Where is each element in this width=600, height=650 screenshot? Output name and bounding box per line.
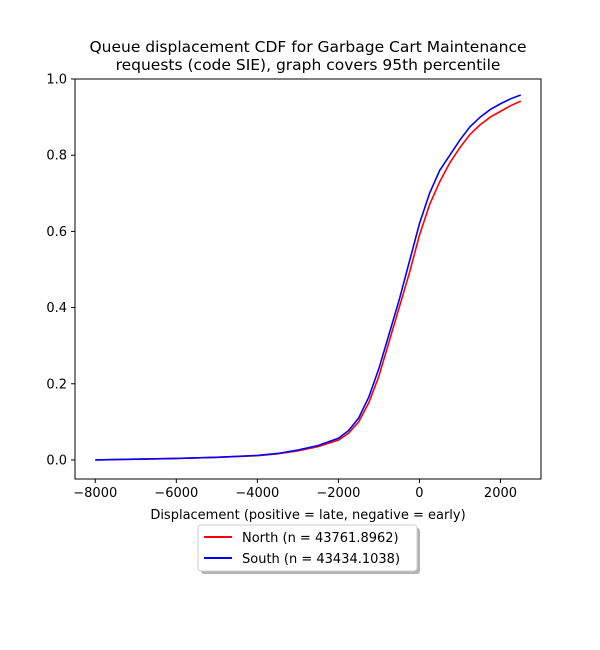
legend: North (n = 43761.8962) South (n = 43434.… xyxy=(197,524,420,574)
x-axis-ticks: −8000 −6000 −4000 −2000 0 2000 xyxy=(73,479,517,501)
x-tick-label: −6000 xyxy=(154,486,198,501)
x-tick-label: −4000 xyxy=(235,486,279,501)
y-tick-label: 0.4 xyxy=(46,301,67,316)
y-tick-label: 0.8 xyxy=(46,149,67,164)
legend-box xyxy=(197,524,418,572)
y-axis-ticks: 0.0 0.2 0.4 0.6 0.8 1.0 xyxy=(46,73,75,468)
x-tick-label: 0 xyxy=(415,486,423,501)
legend-label-north: North (n = 43761.8962) xyxy=(242,531,399,546)
legend-label-south: South (n = 43434.1038) xyxy=(242,552,400,567)
series-lines xyxy=(95,94,522,461)
y-tick-label: 0.2 xyxy=(46,377,67,392)
x-tick-label: −2000 xyxy=(316,486,360,501)
x-tick-label: 2000 xyxy=(484,486,517,501)
series-line-1 xyxy=(95,94,522,461)
y-tick-label: 0.0 xyxy=(46,453,67,468)
plot-area xyxy=(75,79,541,479)
y-tick-label: 0.6 xyxy=(46,225,67,240)
x-tick-label: −8000 xyxy=(73,486,117,501)
chart-title-line-1: Queue displacement CDF for Garbage Cart … xyxy=(89,38,526,56)
chart-title-line-2: requests (code SIE), graph covers 95th p… xyxy=(116,56,501,74)
y-tick-label: 1.0 xyxy=(46,73,67,88)
plot-frame xyxy=(74,78,542,480)
x-axis-label: Displacement (positive = late, negative … xyxy=(150,508,465,523)
